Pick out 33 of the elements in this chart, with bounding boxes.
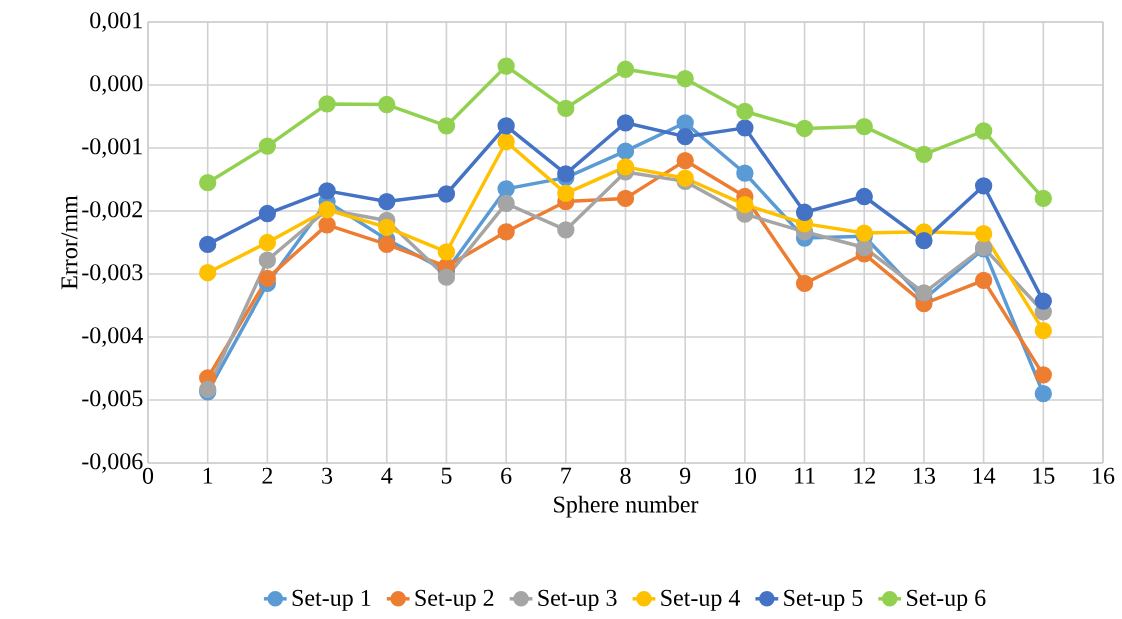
y-tick-label: -0,006	[82, 453, 143, 473]
y-tick-label: 0,001	[90, 12, 142, 32]
legend-label: Set-up 5	[784, 589, 863, 611]
x-tick-label: 2	[262, 467, 273, 484]
y-tick-label: -0,004	[82, 327, 143, 347]
legend-label: Set-up 3	[538, 589, 617, 611]
x-tick-label: 5	[441, 467, 452, 484]
y-tick-label: -0,002	[82, 201, 142, 221]
x-tick-label: 14	[973, 467, 996, 484]
x-tick-label: 6	[501, 467, 512, 484]
x-tick-label: 1	[203, 467, 213, 484]
x-tick-label: 3	[322, 467, 333, 484]
y-tick-label: -0,001	[82, 138, 142, 158]
x-tick-label: 13	[914, 467, 935, 484]
y-tick-label: 0,000	[90, 75, 143, 95]
x-tick-label: 15	[1033, 467, 1055, 484]
x-tick-label: 7	[561, 467, 572, 484]
x-tick-label: 12	[854, 467, 875, 484]
y-axis-title: Error/mm	[61, 195, 78, 290]
x-axis-title: Sphere number	[554, 495, 699, 518]
x-tick-label: 8	[620, 467, 631, 484]
x-tick-label: 9	[679, 467, 691, 484]
y-tick-label: -0,005	[82, 390, 143, 410]
x-tick-label: 11	[795, 467, 815, 484]
x-tick-label: 10	[734, 467, 756, 484]
legend-label: Set-up 1	[292, 589, 371, 611]
legend-label: Set-up 6	[907, 589, 986, 611]
x-tick-label: 4	[381, 467, 393, 484]
y-tick-label: -0,003	[82, 264, 143, 284]
x-tick-label: 0	[142, 467, 154, 484]
x-tick-label: 16	[1093, 467, 1115, 484]
legend-label: Set-up 4	[661, 589, 741, 611]
legend-label: Set-up 2	[415, 589, 494, 611]
